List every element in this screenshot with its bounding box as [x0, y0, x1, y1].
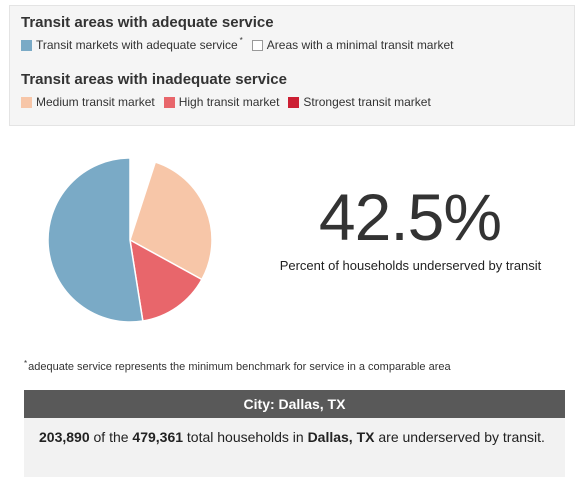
- underserved-percent-value: 42.5%: [318, 180, 502, 254]
- legend-label-strongest-market: Strongest transit market: [303, 95, 431, 109]
- underserved-households-count: 203,890: [39, 429, 90, 445]
- pie-slice-high-transit-market: [129, 238, 203, 322]
- summary-text-1: of the: [89, 429, 133, 445]
- legend-swatch-adequate-service: [21, 39, 32, 51]
- legend-footnote-mark: *: [239, 35, 243, 45]
- legend-item-adequate-service: Transit markets with adequate service *: [21, 35, 243, 52]
- legend-heading-adequate: Transit areas with adequate service: [21, 14, 274, 31]
- summary-text-2: total households in: [183, 429, 308, 445]
- underserved-percent-label: Percent of households underserved by tra…: [279, 258, 542, 273]
- footnote-mark: *: [24, 359, 28, 368]
- city-name: Dallas, TX: [307, 429, 375, 445]
- legend-heading-inadequate: Transit areas with inadequate service: [21, 71, 287, 88]
- footnote-text: adequate service represents the minimum …: [28, 361, 451, 373]
- city-summary: 203,890 of the 479,361 total households …: [24, 418, 565, 477]
- legend-panel: Transit areas with adequate service Tran…: [9, 5, 575, 126]
- legend-swatch-minimal-market: [251, 39, 263, 51]
- pie-chart: [47, 157, 213, 323]
- total-households-count: 479,361: [132, 429, 184, 445]
- legend-item-high-market: High transit market: [163, 95, 280, 109]
- legend-swatch-strongest-market: [288, 96, 300, 108]
- footnote: *adequate service represents the minimum…: [24, 359, 451, 373]
- legend-label-medium-market: Medium transit market: [36, 95, 155, 109]
- pie-slice-transit-markets-with-adequate-service: [47, 157, 144, 323]
- legend-row-inadequate: Medium transit market High transit marke…: [21, 95, 440, 109]
- legend-item-minimal-market: Areas with a minimal transit market: [251, 38, 454, 52]
- legend-label-minimal-market: Areas with a minimal transit market: [266, 38, 454, 52]
- pie-slice-medium-transit-market: [129, 161, 213, 281]
- summary-text-3: are underserved by transit.: [374, 429, 545, 445]
- legend-swatch-medium-market: [21, 96, 32, 108]
- city-header: City: Dallas, TX: [24, 390, 565, 418]
- legend-row-adequate: Transit markets with adequate service * …: [21, 35, 463, 52]
- legend-label-adequate-service: Transit markets with adequate service: [36, 38, 238, 52]
- legend-label-high-market: High transit market: [178, 95, 280, 109]
- legend-item-medium-market: Medium transit market: [21, 95, 155, 109]
- legend-item-strongest-market: Strongest transit market: [288, 95, 431, 109]
- legend-swatch-high-market: [163, 96, 175, 108]
